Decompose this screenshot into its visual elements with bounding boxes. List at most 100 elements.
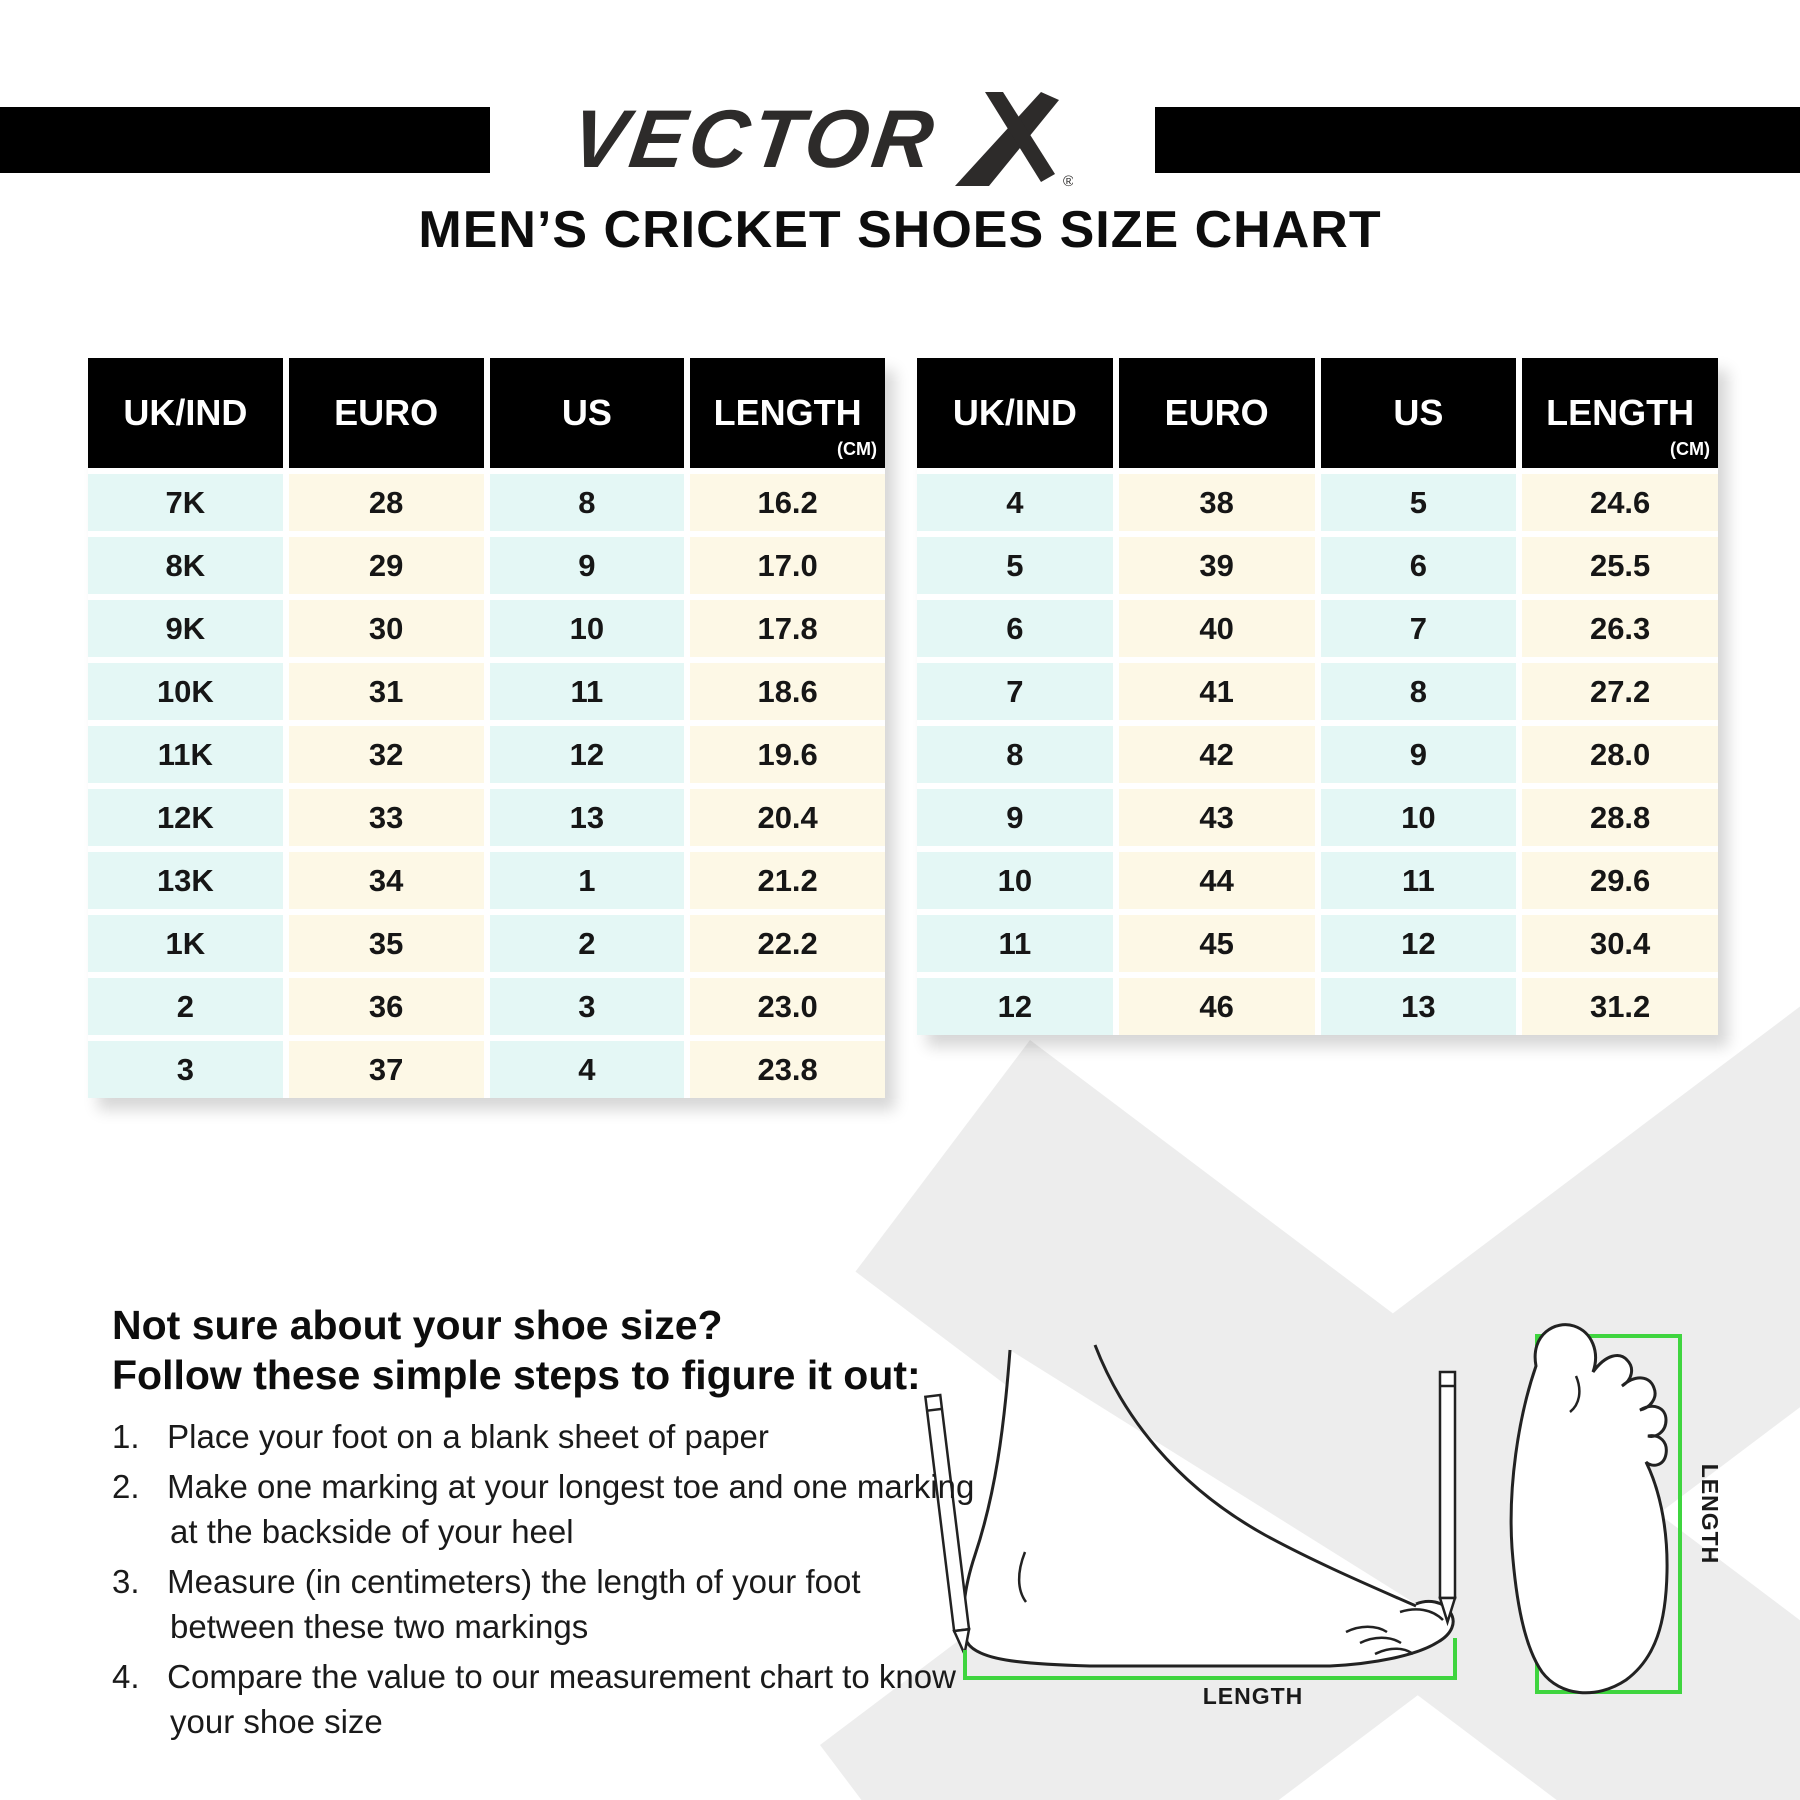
registered-mark: ® xyxy=(1063,173,1073,190)
header-cell-length: LENGTH (CM) xyxy=(1522,358,1718,468)
guide-steps-list: 1. Place your foot on a blank sheet of p… xyxy=(112,1414,992,1745)
size-cell: 38 xyxy=(1118,474,1315,531)
brand-logo: VECTOR ® xyxy=(490,88,1155,192)
size-cell: 4 xyxy=(917,474,1113,531)
size-cell: 7 xyxy=(917,663,1113,720)
size-cell: 18.6 xyxy=(690,663,885,720)
size-cell: 22.2 xyxy=(690,915,885,972)
header-bar-left xyxy=(0,107,490,173)
step-number: 2. xyxy=(112,1467,140,1505)
size-cell: 5 xyxy=(917,537,1113,594)
size-cell: 8 xyxy=(1320,663,1517,720)
size-cell: 3 xyxy=(88,1041,283,1098)
header-cell-length: LENGTH (CM) xyxy=(690,358,885,468)
length-unit-label: (CM) xyxy=(1670,439,1710,459)
size-cell: 32 xyxy=(288,726,484,783)
size-cell: 41 xyxy=(1118,663,1315,720)
size-cell: 13 xyxy=(489,789,685,846)
size-cell: 7 xyxy=(1320,600,1517,657)
size-cell: 6 xyxy=(917,600,1113,657)
size-cell: 11 xyxy=(917,915,1113,972)
size-cell: 28.8 xyxy=(1522,789,1718,846)
guide-step-2: 2. Make one marking at your longest toe … xyxy=(112,1464,992,1555)
size-cell: 26.3 xyxy=(1522,600,1718,657)
side-measure-bracket xyxy=(963,1638,1457,1680)
size-cell: 8K xyxy=(88,537,283,594)
size-cell: 27.2 xyxy=(1522,663,1718,720)
size-cell: 11K xyxy=(88,726,283,783)
size-cell: 9K xyxy=(88,600,283,657)
size-cell: 10 xyxy=(489,600,685,657)
size-cell: 8 xyxy=(917,726,1113,783)
length-unit-label: (CM) xyxy=(837,439,877,459)
side-foot-instep xyxy=(1093,1344,1417,1608)
size-cell: 28 xyxy=(288,474,484,531)
size-cell: 5 xyxy=(1320,474,1517,531)
size-cell: 30 xyxy=(288,600,484,657)
size-cell: 23.8 xyxy=(690,1041,885,1098)
side-length-label: LENGTH xyxy=(1203,1683,1304,1709)
header-cell-euro: EURO xyxy=(288,358,484,468)
guide-step-3: 3. Measure (in centimeters) the length o… xyxy=(112,1559,992,1650)
header-cell-euro: EURO xyxy=(1118,358,1315,468)
size-cell: 28.0 xyxy=(1522,726,1718,783)
size-cell: 34 xyxy=(288,852,484,909)
size-cell: 24.6 xyxy=(1522,474,1718,531)
size-cell: 42 xyxy=(1118,726,1315,783)
size-cell: 8 xyxy=(489,474,685,531)
step-number: 4. xyxy=(112,1657,140,1695)
size-table-kids: UK/IND EURO US LENGTH (CM) 7K 28 8 16.2 8K 29 9 17.0… xyxy=(88,358,885,1098)
sole-outline xyxy=(1509,1323,1669,1695)
size-cell: 45 xyxy=(1118,915,1315,972)
size-cell: 43 xyxy=(1118,789,1315,846)
size-cell: 39 xyxy=(1118,537,1315,594)
size-cell: 11 xyxy=(1320,852,1517,909)
size-cell: 2 xyxy=(489,915,685,972)
size-cell: 36 xyxy=(288,978,484,1035)
toe-pencil-icon xyxy=(1438,1370,1457,1627)
size-cell: 31.2 xyxy=(1522,978,1718,1035)
guide-step-4: 4. Compare the value to our measurement … xyxy=(112,1654,992,1745)
guide-step-1: 1. Place your foot on a blank sheet of p… xyxy=(112,1414,992,1460)
size-cell: 44 xyxy=(1118,852,1315,909)
size-cell: 12 xyxy=(917,978,1113,1035)
size-table-adult: UK/IND EURO US LENGTH (CM) 4 38 5 24.6 5 39 6 25.5 6 4… xyxy=(917,358,1718,1035)
header-bar-right xyxy=(1155,107,1800,173)
size-cell: 12K xyxy=(88,789,283,846)
size-cell: 33 xyxy=(288,789,484,846)
size-cell: 11 xyxy=(489,663,685,720)
size-cell: 20.4 xyxy=(690,789,885,846)
size-cell: 13K xyxy=(88,852,283,909)
step-number: 1. xyxy=(112,1418,140,1456)
size-cell: 21.2 xyxy=(690,852,885,909)
size-cell: 25.5 xyxy=(1522,537,1718,594)
header-cell-uk-ind: UK/IND xyxy=(917,358,1113,468)
size-cell: 17.8 xyxy=(690,600,885,657)
size-cell: 35 xyxy=(288,915,484,972)
size-cell: 12 xyxy=(489,726,685,783)
foot-measurement-illustration: LENGTH LENGTH xyxy=(923,1323,1723,1709)
size-cell: 12 xyxy=(1320,915,1517,972)
size-cell: 29 xyxy=(288,537,484,594)
sole-length-label: LENGTH xyxy=(1697,1464,1723,1565)
header-cell-us: US xyxy=(489,358,685,468)
size-cell: 4 xyxy=(489,1041,685,1098)
size-cell: 1 xyxy=(489,852,685,909)
size-cell: 40 xyxy=(1118,600,1315,657)
size-cell: 3 xyxy=(489,978,685,1035)
header-cell-us: US xyxy=(1320,358,1517,468)
size-cell: 9 xyxy=(1320,726,1517,783)
heel-pencil-icon xyxy=(923,1393,971,1659)
size-cell: 10K xyxy=(88,663,283,720)
side-foot-outline xyxy=(962,1349,1455,1668)
size-cell: 9 xyxy=(489,537,685,594)
size-cell: 37 xyxy=(288,1041,484,1098)
size-cell: 7K xyxy=(88,474,283,531)
size-cell: 17.0 xyxy=(690,537,885,594)
page-title: MEN’S CRICKET SHOES SIZE CHART xyxy=(418,201,1382,259)
size-cell: 1K xyxy=(88,915,283,972)
size-cell: 46 xyxy=(1118,978,1315,1035)
guide-heading-line2: Follow these simple steps to figure it o… xyxy=(112,1352,921,1399)
size-cell: 30.4 xyxy=(1522,915,1718,972)
